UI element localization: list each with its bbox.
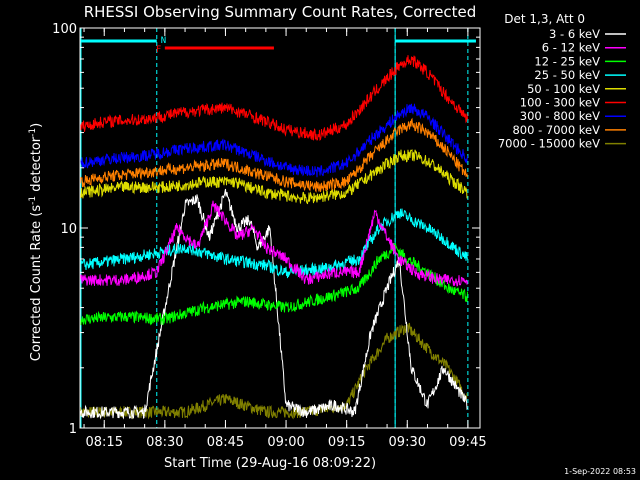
x-tick-label: 09:30 [389, 435, 426, 450]
y-tick-label: 1 [69, 422, 77, 437]
y-tick-label: 100 [52, 22, 77, 37]
series-layer [79, 55, 468, 420]
x-tick-label: 09:45 [449, 435, 486, 450]
legend-label: 6 - 12 keV [542, 41, 600, 55]
series-line-6-12-kev [79, 200, 468, 287]
legend-label: 12 - 25 keV [534, 54, 600, 68]
series-line-50-100-kev [79, 149, 468, 205]
series-line-12-25-kev [79, 243, 468, 326]
legend-title: Det 1,3, Att 0 [504, 12, 585, 26]
axis-layer: 1 10 100 08:15 08:30 08:45 09:00 09:15 09:30 09:4… [52, 22, 486, 450]
y-axis-label-end: ) [29, 123, 44, 128]
legend-label: 7000 - 15000 keV [498, 137, 600, 151]
legend-label: 100 - 300 keV [520, 96, 600, 110]
legend-label: 800 - 7000 keV [512, 123, 600, 137]
plot-area: NF 1 10 100 08:15 08:30 08:45 09:00 09:15 09:30 0… [52, 22, 486, 450]
y-tick-label: 10 [60, 222, 77, 237]
legend-label: 25 - 50 keV [534, 68, 600, 82]
series-line-300-800-kev [79, 103, 468, 178]
footer-timestamp: 1-Sep-2022 08:53 [564, 467, 636, 476]
series-line-25-50-kev [79, 208, 468, 279]
legend-label: 300 - 800 keV [520, 109, 600, 123]
x-axis-label: Start Time (29-Aug-16 08:09:22) [164, 456, 376, 471]
x-tick-label: 08:30 [146, 435, 183, 450]
chart-title: RHESSI Observing Summary Count Rates, Co… [84, 3, 477, 21]
flag-layer: NF [80, 28, 476, 428]
night-flag-label: N [161, 36, 166, 46]
legend-label: 50 - 100 keV [527, 82, 600, 96]
y-axis-label: Corrected Count Rate (s-1 detector-1) [28, 123, 44, 361]
x-tick-label: 08:45 [207, 435, 244, 450]
x-tick-label: 09:15 [328, 435, 365, 450]
x-tick-label: 08:15 [86, 435, 123, 450]
legend-label: 3 - 6 keV [549, 27, 600, 41]
y-axis-label-exponent-1: -1 [28, 196, 38, 205]
y-axis-label-exponent-2: -1 [28, 128, 38, 137]
flare-flag-label: F [156, 45, 161, 55]
y-axis-label-mid: detector [29, 136, 44, 196]
x-tick-label: 09:00 [267, 435, 304, 450]
series-line-800-7000-kev [79, 117, 468, 193]
y-axis-label-main: Corrected Count Rate (s [29, 205, 44, 362]
series-line-100-300-kev [79, 55, 468, 142]
